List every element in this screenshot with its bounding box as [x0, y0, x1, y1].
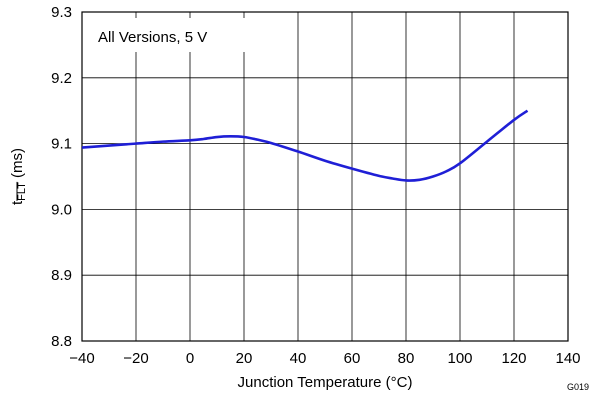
- annotation-box: [88, 18, 258, 52]
- y-axis-title: tFLT (ms): [9, 148, 28, 205]
- series-line: [81, 109, 529, 182]
- y-tick-label: 9.1: [51, 136, 72, 153]
- figure-id: G019: [567, 382, 589, 392]
- x-axis-title: Junction Temperature (°C): [238, 374, 413, 391]
- y-tick-label: 9.3: [51, 4, 72, 21]
- x-tick-label: 20: [236, 350, 253, 367]
- y-axis-title-main: t: [9, 200, 26, 205]
- y-tick-label: 8.9: [51, 267, 72, 284]
- x-tick-label: 80: [398, 350, 415, 367]
- tick-labels: −40 −20 0 20 40 60 80 100 120 140 8.8 8.9 9.0 9.1 9.2 9…: [51, 4, 580, 367]
- y-axis-title-unit: (ms): [9, 148, 26, 182]
- grid: [82, 12, 568, 341]
- x-tick-label: 40: [290, 350, 307, 367]
- y-tick-label: 9.0: [51, 201, 72, 218]
- annotation: All Versions, 5 V: [98, 29, 207, 46]
- x-tick-label: −20: [123, 350, 148, 367]
- x-tick-label: 140: [555, 350, 580, 367]
- x-tick-label: 0: [186, 350, 194, 367]
- y-tick-label: 9.2: [51, 70, 72, 87]
- y-tick-label: 8.8: [51, 333, 72, 350]
- plot-frame: [81, 11, 569, 342]
- x-tick-label: 120: [501, 350, 526, 367]
- x-tick-label: 100: [447, 350, 472, 367]
- x-tick-label: −40: [69, 350, 94, 367]
- x-tick-label: 60: [344, 350, 361, 367]
- series: [81, 109, 529, 182]
- y-axis-title-subscript: FLT: [16, 182, 28, 201]
